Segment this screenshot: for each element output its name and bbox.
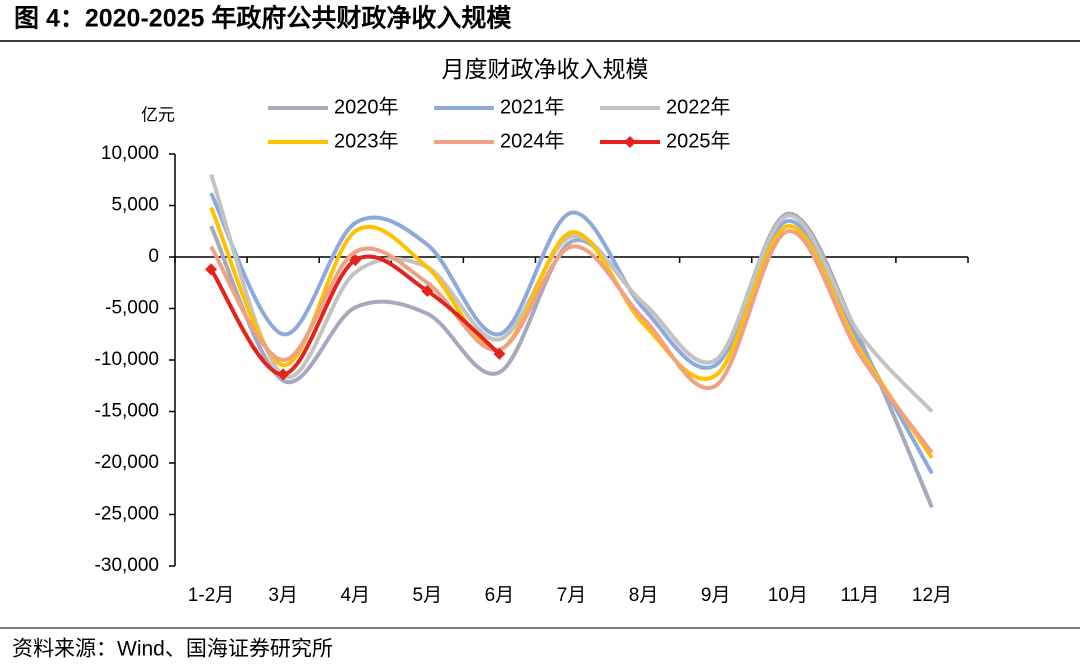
point-marker: [205, 263, 218, 276]
y-tick-label: 5,000: [111, 195, 159, 216]
point-marker: [493, 347, 506, 360]
legend-marker: [624, 136, 636, 148]
y-tick-label: -30,000: [95, 555, 159, 576]
y-tick-label: -5,000: [105, 298, 159, 319]
figure-title: 图 4：2020-2025 年政府公共财政净收入规模: [14, 4, 512, 33]
y-tick-label: -20,000: [95, 452, 159, 473]
x-tick-label: 4月: [340, 585, 370, 606]
legend-label: 2023年: [334, 129, 399, 152]
legend-label: 2024年: [500, 129, 565, 152]
x-tick-label: 8月: [629, 585, 659, 606]
y-tick-label: -25,000: [95, 504, 159, 525]
legend-label: 2021年: [500, 95, 565, 118]
x-tick-label: 3月: [268, 585, 298, 606]
y-tick-label: -10,000: [95, 349, 159, 370]
series-line: [209, 173, 934, 413]
x-tick-label: 1-2月: [188, 585, 234, 606]
legend-label: 2025年: [666, 129, 731, 152]
series-line: [209, 229, 934, 454]
x-tick-label: 12月: [912, 585, 952, 606]
y-tick-label: 10,000: [101, 143, 159, 164]
x-tick-label: 6月: [485, 585, 515, 606]
point-marker: [349, 254, 362, 267]
series-line: [209, 254, 501, 377]
chart-title: 月度财政净收入规模: [442, 56, 649, 82]
point-marker: [277, 368, 290, 381]
x-tick-label: 9月: [701, 585, 731, 606]
y-tick-label: -15,000: [95, 401, 159, 422]
x-tick-label: 11月: [840, 585, 879, 606]
x-tick-label: 5月: [413, 585, 443, 606]
point-marker: [421, 284, 434, 297]
y-tick-label: 0: [148, 246, 159, 267]
series-line: [209, 192, 934, 475]
y-unit: 亿元: [141, 105, 175, 124]
x-tick-label: 10月: [768, 585, 808, 606]
x-tick-label: 7月: [557, 585, 587, 606]
source: 资料来源：Wind、国海证券研究所: [12, 638, 333, 661]
legend-label: 2020年: [334, 95, 399, 118]
legend-label: 2022年: [666, 95, 731, 118]
series-line: [209, 206, 934, 459]
